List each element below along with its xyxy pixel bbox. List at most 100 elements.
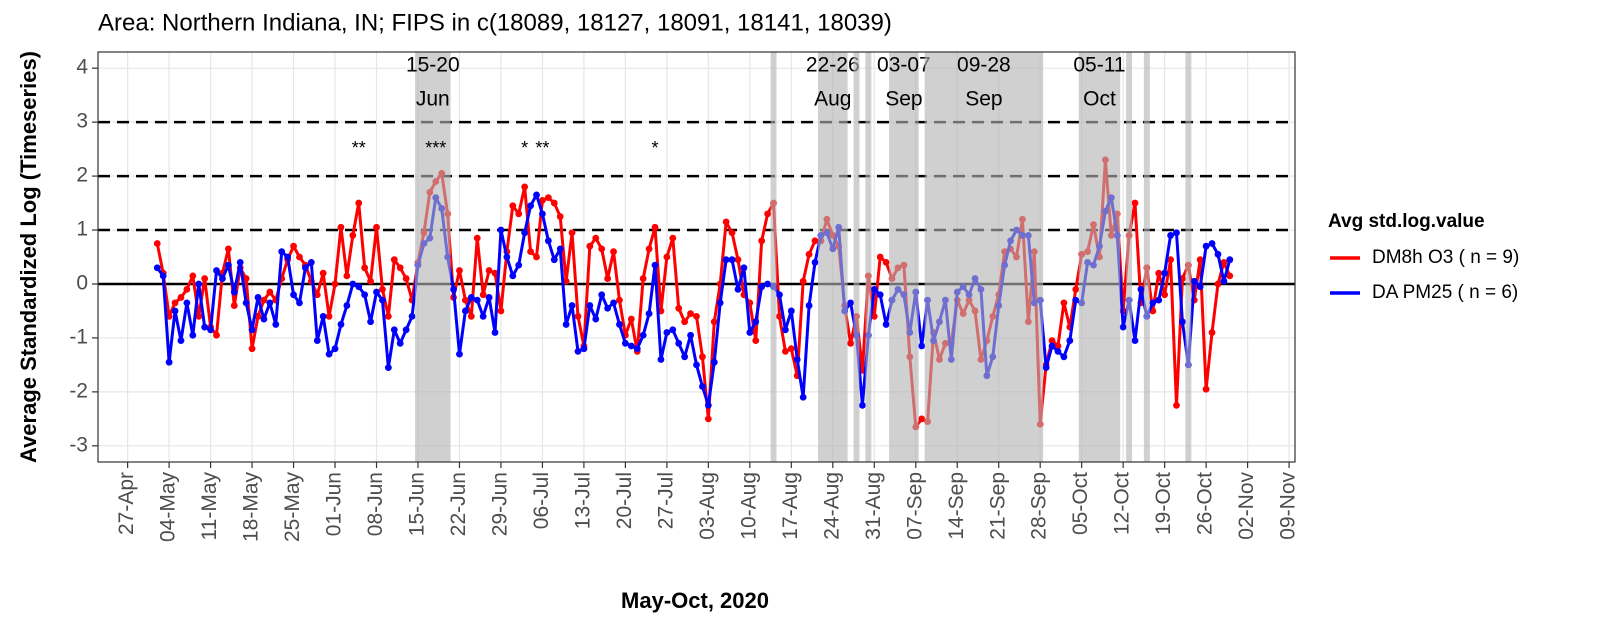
data-point [479, 312, 487, 320]
data-point [207, 326, 214, 334]
significance-marker: *** [425, 138, 446, 158]
data-point [260, 296, 268, 304]
data-point [586, 242, 594, 250]
data-point [189, 272, 197, 280]
data-point [1137, 285, 1145, 293]
data-point [681, 318, 689, 326]
data-point [367, 318, 374, 326]
data-point [497, 226, 505, 234]
data-point [645, 245, 653, 253]
x-tick-label: 27-Jul [654, 472, 677, 529]
data-point [402, 326, 410, 334]
data-point [1179, 318, 1186, 326]
data-point [242, 299, 250, 307]
data-point [693, 312, 700, 320]
data-point [847, 299, 854, 307]
data-point [876, 253, 884, 261]
x-tick-label: 07-Sep [903, 472, 926, 540]
data-point [1214, 250, 1222, 258]
data-point [1167, 232, 1174, 239]
data-point [568, 302, 576, 309]
data-point [1060, 353, 1068, 361]
data-point [722, 256, 730, 264]
shaded-period [770, 52, 777, 462]
data-point [847, 339, 854, 347]
data-point [734, 256, 742, 264]
data-point [396, 339, 404, 347]
shaded-period [817, 52, 848, 462]
data-point [639, 275, 647, 282]
data-point [1196, 283, 1204, 291]
data-point [384, 364, 392, 371]
data-point [302, 264, 309, 272]
data-point [230, 288, 238, 296]
data-point [699, 353, 706, 361]
data-point [787, 345, 795, 353]
y-tick-label: 2 [76, 164, 88, 187]
data-point [793, 356, 801, 363]
period-label: 15-20 [406, 54, 460, 77]
period-label: Aug [814, 88, 851, 111]
data-point [337, 223, 345, 231]
data-point [450, 285, 457, 293]
data-point [859, 401, 866, 409]
data-point [1226, 256, 1234, 264]
data-point [296, 253, 303, 261]
data-point [373, 223, 380, 231]
x-tick-label: 02-Nov [1235, 472, 1258, 540]
data-point [539, 196, 546, 204]
x-axis-title: May-Oct, 2020 [621, 588, 769, 613]
data-point [224, 245, 232, 253]
x-tick-label: 04-May [157, 472, 180, 543]
data-point [509, 272, 517, 280]
data-point [331, 345, 339, 353]
data-point [177, 294, 185, 301]
period-label: Sep [885, 88, 922, 111]
data-point [592, 315, 600, 323]
x-tick-label: 14-Sep [945, 472, 968, 540]
data-point [586, 302, 594, 309]
significance-marker: * [521, 138, 528, 158]
data-point [521, 229, 529, 237]
data-point [574, 312, 582, 320]
data-point [497, 307, 505, 315]
data-point [195, 280, 203, 288]
data-point [776, 312, 783, 320]
shaded-period [853, 52, 860, 462]
data-point [693, 361, 700, 369]
data-point [592, 234, 600, 242]
data-point [918, 342, 926, 350]
x-tick-label: 24-Aug [820, 472, 843, 540]
data-point [781, 348, 789, 355]
data-point [616, 321, 623, 328]
data-point [527, 248, 534, 256]
data-point [734, 285, 742, 293]
data-point [284, 253, 292, 261]
data-point [787, 307, 795, 315]
data-point [598, 245, 606, 253]
y-tick-label: 3 [76, 110, 88, 133]
data-point [1202, 242, 1210, 250]
data-point [556, 213, 564, 220]
data-point [699, 383, 706, 390]
data-point [1048, 337, 1056, 345]
x-tick-label: 08-Jun [364, 472, 387, 536]
data-point [509, 202, 517, 210]
data-point [278, 248, 286, 256]
data-point [580, 345, 588, 353]
x-tick-label: 15-Jun [406, 472, 429, 536]
data-point [598, 291, 606, 299]
data-point [663, 253, 671, 261]
data-point [645, 310, 653, 318]
data-point [515, 261, 523, 269]
data-point [1220, 258, 1228, 266]
data-point [1131, 337, 1139, 345]
data-point [319, 312, 327, 320]
x-tick-label: 06-Jul [530, 472, 553, 529]
y-tick-label: -1 [69, 325, 88, 348]
data-point [467, 294, 475, 301]
data-point [604, 304, 612, 312]
shaded-period [865, 52, 872, 462]
data-point [681, 353, 689, 361]
data-point [704, 415, 712, 423]
